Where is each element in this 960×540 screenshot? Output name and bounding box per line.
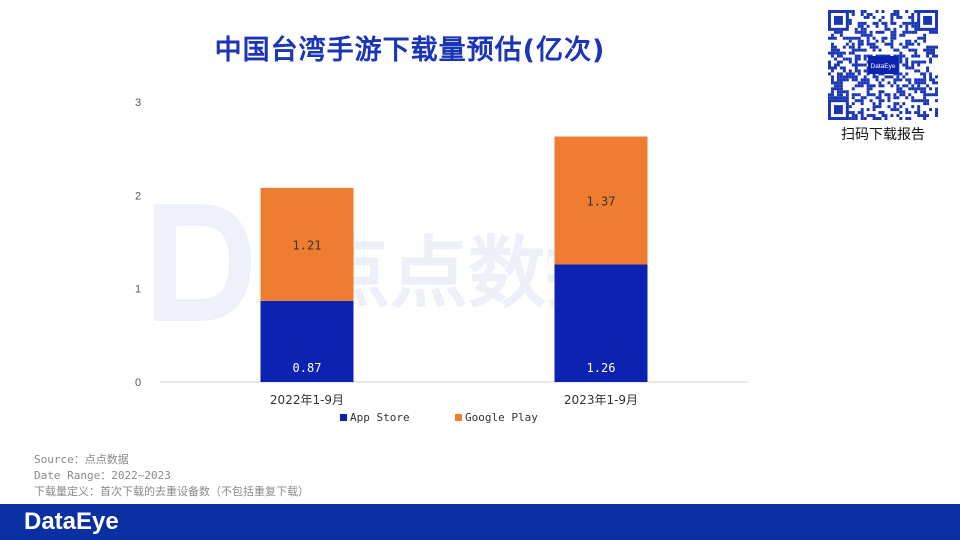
- qr-logo-text: DataEye: [871, 63, 896, 70]
- data-label: 1.37: [587, 194, 616, 208]
- data-label: 0.87: [293, 361, 322, 375]
- date-range-line: Date Range：2022~2023: [34, 469, 171, 482]
- bar-google-play: [260, 187, 354, 301]
- bar-google-play: [554, 136, 648, 265]
- legend-swatch: [455, 414, 462, 421]
- source-notes: Source：点点数据 Date Range：2022~2023 下载量定义：首…: [34, 452, 309, 500]
- y-tick-label: 1: [135, 284, 141, 296]
- chart-title: 中国台湾手游下载量预估(亿次): [214, 35, 606, 66]
- legend-label: App Store: [350, 411, 410, 424]
- bar-app-store: [554, 264, 648, 382]
- x-tick-label: 2022年1-9月: [270, 393, 344, 407]
- qr-code[interactable]: DataEye: [828, 10, 938, 120]
- brand-logo: DataEye: [24, 508, 119, 535]
- legend-label: Google Play: [465, 411, 538, 424]
- definition-line: 下载量定义：首次下载的去重设备数（不包括重复下载）: [34, 485, 309, 498]
- source-line: Source：点点数据: [34, 453, 129, 466]
- y-tick-label: 2: [135, 190, 141, 202]
- x-tick-label: 2023年1-9月: [564, 393, 638, 407]
- bar-app-store: [260, 300, 354, 382]
- footer-bar: DataEye: [0, 504, 960, 540]
- y-tick-label: 3: [135, 97, 141, 109]
- qr-caption: 扫码下载报告: [841, 127, 925, 143]
- data-label: 1.26: [587, 361, 616, 375]
- legend-swatch: [340, 414, 347, 421]
- data-label: 1.21: [293, 238, 322, 252]
- y-tick-label: 0: [135, 377, 141, 389]
